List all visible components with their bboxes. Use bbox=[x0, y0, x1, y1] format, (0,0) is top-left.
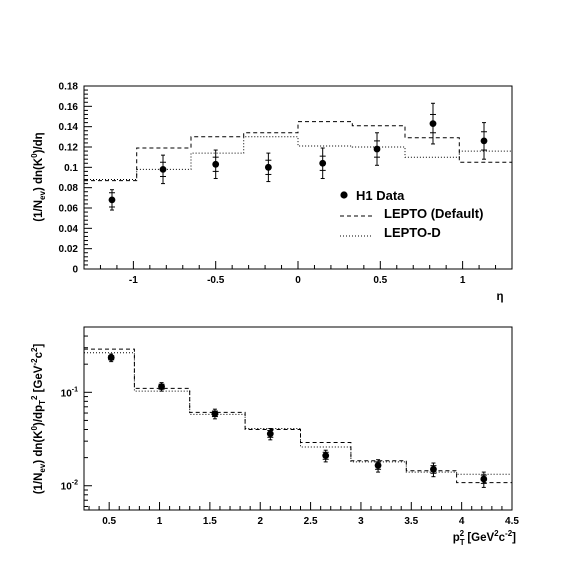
eta-lepto-d-histogram bbox=[84, 136, 512, 180]
eta-lepto-default-histogram bbox=[84, 121, 512, 182]
eta-data-point bbox=[429, 120, 437, 128]
eta-x-tick-label: -1 bbox=[129, 275, 138, 286]
legend-label-lepto-default: LEPTO (Default) bbox=[384, 206, 483, 221]
pt2-data-point bbox=[430, 465, 437, 473]
pt2-model-histograms bbox=[84, 348, 512, 484]
pt2-data-point bbox=[158, 383, 165, 391]
svg-text:(1/Nev) dn(K0)/dη: (1/Nev) dn(K0)/dη bbox=[30, 132, 47, 221]
pt2-data-point bbox=[266, 430, 274, 438]
eta-model-histograms bbox=[84, 121, 512, 182]
eta-x-tick-label: 0 bbox=[295, 275, 301, 286]
pt2-data-point bbox=[107, 354, 115, 362]
pt2-data-point bbox=[211, 410, 219, 418]
eta-x-tick-label: -0.5 bbox=[207, 275, 225, 286]
pt2-x-tick-label: 3.5 bbox=[404, 516, 418, 527]
pt2-data-points bbox=[107, 353, 488, 488]
eta-x-axis-label: η bbox=[496, 291, 503, 303]
legend-label-h1-data: H1 Data bbox=[356, 188, 405, 203]
eta-data-point bbox=[480, 137, 488, 145]
pt2-lepto-default-histogram bbox=[84, 348, 512, 484]
eta-plot-frame bbox=[83, 85, 513, 270]
pt2-y-tick-label: 10-2 bbox=[61, 480, 78, 493]
eta-axis-ticks: -1 -0.5 0 0.5 1 0 0.02 0.04 0.06 0.08 0.1 0.12 0.14 0… bbox=[59, 82, 513, 286]
pt2-y-tick-label: 10-1 bbox=[61, 386, 78, 399]
pt2-x-tick-label: 4.5 bbox=[505, 516, 519, 527]
eta-y-tick-label: 0.14 bbox=[59, 122, 79, 133]
eta-x-tick-label: 1 bbox=[460, 275, 466, 286]
pt2-x-tick-label: 0.5 bbox=[102, 516, 116, 527]
eta-data-point bbox=[212, 160, 220, 168]
eta-y-tick-label: 0 bbox=[72, 265, 78, 276]
legend-label-lepto-d: LEPTO-D bbox=[384, 225, 441, 240]
pt2-axis-ticks: 0.5 1 1.5 2 2.5 3 3.5 4 4.5 10-2 10-1 bbox=[61, 326, 519, 527]
pt2-x-tick-label: 4 bbox=[459, 516, 465, 527]
pt2-x-tick-label: 1 bbox=[157, 516, 163, 527]
legend: H1 Data LEPTO (Default) LEPTO-D bbox=[340, 188, 483, 240]
eta-data-point bbox=[108, 196, 116, 204]
eta-y-tick-label: 0.1 bbox=[64, 163, 78, 174]
eta-y-tick-label: 0.06 bbox=[59, 204, 79, 215]
eta-y-axis-label: (1/Nev) dn(K0)/dη bbox=[30, 132, 47, 221]
pt2-data-point bbox=[480, 475, 488, 483]
pt2-x-tick-label: 3 bbox=[358, 516, 364, 527]
eta-panel: -1 -0.5 0 0.5 1 0 0.02 0.04 0.06 0.08 0.1 0.12 0.14 0… bbox=[30, 82, 513, 303]
pt2-plot-frame bbox=[83, 326, 513, 511]
eta-data-point bbox=[319, 159, 327, 167]
eta-y-tick-label: 0.16 bbox=[59, 102, 79, 113]
pt2-x-tick-label: 2.5 bbox=[304, 516, 318, 527]
pt2-x-tick-label: 1.5 bbox=[203, 516, 217, 527]
eta-y-tick-label: 0.02 bbox=[59, 244, 79, 255]
eta-x-tick-label: 0.5 bbox=[373, 275, 387, 286]
pt2-data-point bbox=[374, 462, 382, 469]
eta-data-point bbox=[373, 145, 381, 153]
legend-marker-h1-data bbox=[340, 191, 348, 199]
eta-data-point bbox=[159, 165, 167, 173]
svg-text:(1/Nev) dn(K0)/dpT2 [GeV-2c2]: (1/Nev) dn(K0)/dpT2 [GeV-2c2] bbox=[30, 344, 47, 495]
pt2-x-axis-label: pT2 [GeV2c-2] bbox=[453, 529, 516, 547]
pt2-y-axis-label: (1/Nev) dn(K0)/dpT2 [GeV-2c2] bbox=[30, 344, 47, 495]
eta-data-point bbox=[264, 163, 272, 171]
eta-y-tick-label: 0.08 bbox=[59, 183, 79, 194]
pt2-data-point bbox=[322, 452, 330, 460]
eta-y-tick-label: 0.12 bbox=[59, 143, 79, 154]
eta-y-tick-label: 0.18 bbox=[59, 82, 79, 93]
pt2-panel: 0.5 1 1.5 2 2.5 3 3.5 4 4.5 10-2 10-1 (1/Nev) dn(K… bbox=[30, 326, 519, 547]
eta-data-points bbox=[108, 102, 488, 211]
eta-y-tick-label: 0.04 bbox=[59, 224, 79, 235]
pt2-x-tick-label: 2 bbox=[257, 516, 263, 527]
pt2-lepto-d-histogram bbox=[84, 352, 512, 475]
